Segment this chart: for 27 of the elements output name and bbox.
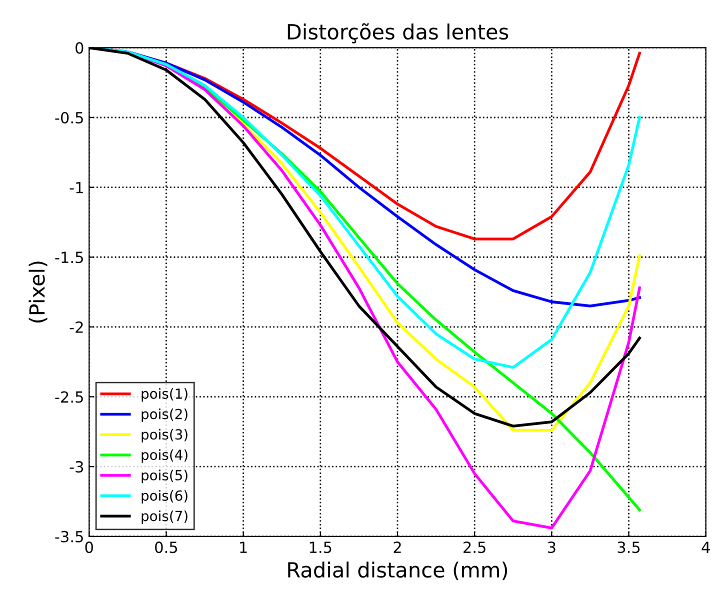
y-tick-label: -2 [70,321,83,333]
chart-title: Distorções das lentes [288,23,508,44]
x-tick-label: 4 [702,542,710,553]
x-tick-label: 3.5 [618,542,640,554]
x-tick-label: 1.5 [310,542,332,554]
y-tick-label: -3 [70,461,84,473]
x-tick-label: 2 [394,542,401,553]
y-tick-label: 0 [76,42,84,54]
legend-label: pois(2) [142,408,188,422]
legend-label: pois(4) [142,449,188,463]
legend-label: pois(5) [142,470,188,484]
legend-label: pois(6) [142,490,188,504]
x-tick-label: 1 [240,542,247,553]
legend-label: pois(7) [142,510,188,524]
y-tick-label: -1.5 [55,252,83,264]
legend-label: pois(3) [142,428,188,442]
y-axis-title: (Pixel) [28,262,48,322]
x-tick-label: 2.5 [464,542,486,554]
x-axis-title: Radial distance (mm) [288,562,508,580]
x-tick-label: 3 [548,542,556,554]
x-tick-label: 0 [85,542,93,554]
y-tick-label: -2.5 [55,391,83,403]
y-tick-label: -1 [70,182,83,194]
y-tick-label: -0.5 [55,112,83,124]
legend-label: pois(1) [142,388,188,402]
x-tick-label: 0.5 [155,542,178,554]
y-tick-label: -3.5 [55,530,83,542]
